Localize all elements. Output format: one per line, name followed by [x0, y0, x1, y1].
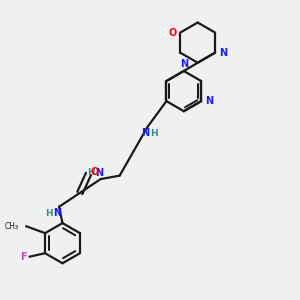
Text: N: N — [53, 208, 61, 218]
Text: N: N — [95, 168, 103, 178]
Text: F: F — [20, 252, 27, 262]
Text: H: H — [87, 168, 95, 177]
Text: O: O — [91, 167, 99, 177]
Text: N: N — [180, 59, 188, 69]
Text: N: N — [205, 96, 213, 106]
Text: O: O — [169, 28, 177, 38]
Text: N: N — [219, 48, 227, 58]
Text: N: N — [142, 128, 150, 138]
Text: CH₃: CH₃ — [4, 222, 18, 231]
Text: H: H — [46, 208, 53, 217]
Text: H: H — [151, 129, 158, 138]
